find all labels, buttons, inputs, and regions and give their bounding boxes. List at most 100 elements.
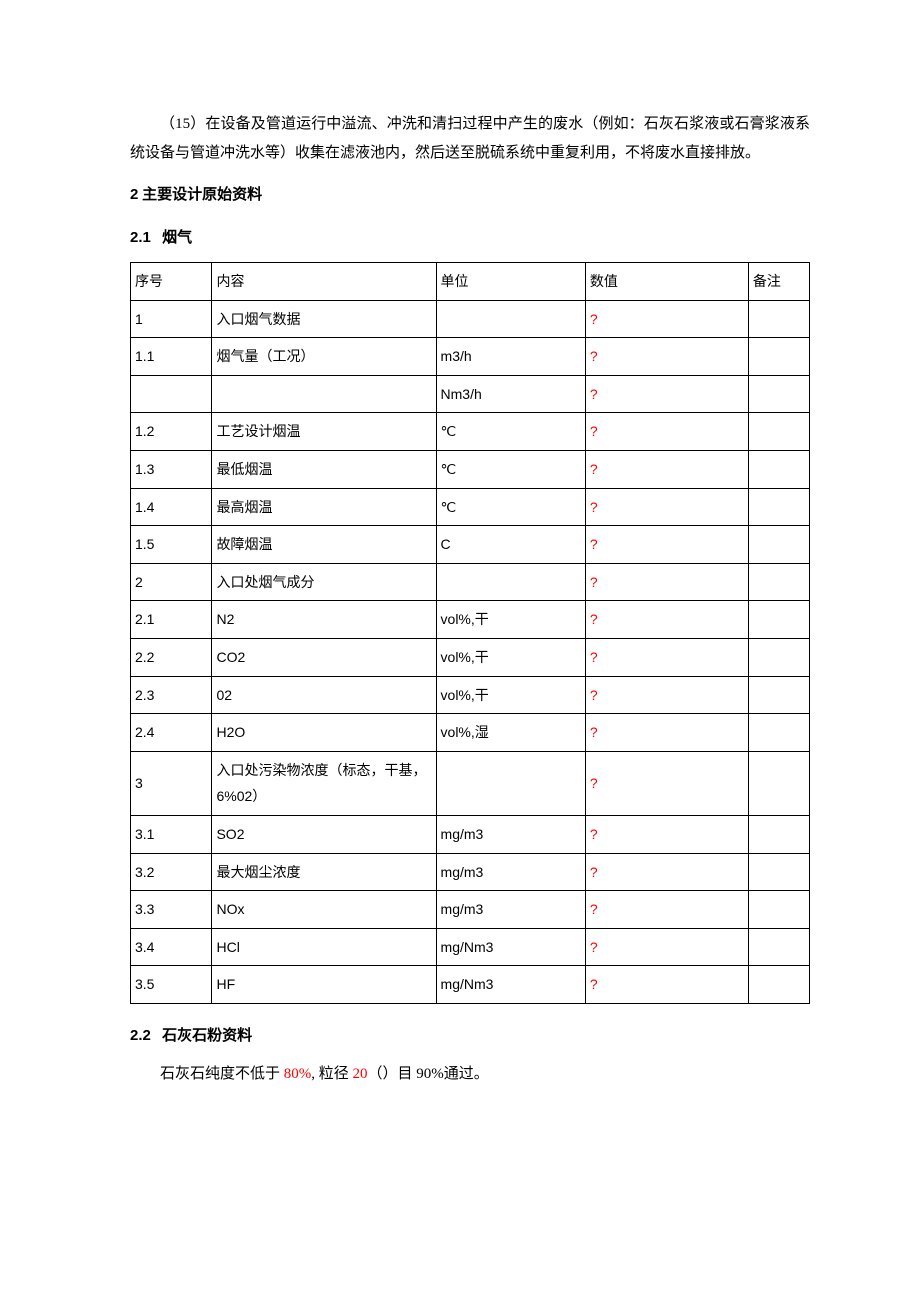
cell-unit: ℃ (436, 413, 585, 451)
col-header-val: 数值 (585, 263, 748, 301)
cell-note (748, 526, 809, 564)
cell-note (748, 676, 809, 714)
limestone-post: （）目 90%通过。 (368, 1066, 489, 1082)
cell-num: 3.3 (131, 891, 212, 929)
table-row: 2入口处烟气成分? (131, 563, 810, 601)
cell-note (748, 300, 809, 338)
cell-note (748, 601, 809, 639)
cell-label: 最大烟尘浓度 (212, 853, 436, 891)
paragraph-15: （15）在设备及管道运行中溢流、冲洗和清扫过程中产生的废水（例如：石灰石浆液或石… (130, 110, 810, 167)
cell-label: 工艺设计烟温 (212, 413, 436, 451)
limestone-line: 石灰石纯度不低于 80%, 粒径 20（）目 90%通过。 (130, 1060, 810, 1089)
cell-unit: C (436, 526, 585, 564)
table-row: 1.2工艺设计烟温℃? (131, 413, 810, 451)
cell-label: 入口烟气数据 (212, 300, 436, 338)
cell-unit: mg/Nm3 (436, 928, 585, 966)
heading-2-1-text: 烟气 (162, 230, 192, 246)
cell-label: 02 (212, 676, 436, 714)
cell-num: 1.2 (131, 413, 212, 451)
cell-value: ? (585, 638, 748, 676)
table-header-row: 序号 内容 单位 数值 备注 (131, 263, 810, 301)
cell-value: ? (585, 714, 748, 752)
cell-num: 1.4 (131, 488, 212, 526)
cell-unit: ℃ (436, 488, 585, 526)
cell-label: 故障烟温 (212, 526, 436, 564)
table-row: 1.5故障烟温C? (131, 526, 810, 564)
cell-num: 2 (131, 563, 212, 601)
cell-value: ? (585, 891, 748, 929)
cell-unit (436, 751, 585, 815)
limestone-20: 20 (353, 1066, 368, 1082)
cell-label: H2O (212, 714, 436, 752)
cell-note (748, 488, 809, 526)
flue-gas-table: 序号 内容 单位 数值 备注 1入口烟气数据?1.1烟气量（工况）m3/h?Nm… (130, 262, 810, 1004)
cell-label: 入口处烟气成分 (212, 563, 436, 601)
cell-num: 1 (131, 300, 212, 338)
heading-2-2-num: 2.2 (130, 1027, 151, 1044)
limestone-mid: , 粒径 (311, 1066, 352, 1082)
table-row: 2.4H2Ovol%,湿? (131, 714, 810, 752)
cell-note (748, 450, 809, 488)
cell-unit: Nm3/h (436, 375, 585, 413)
col-header-label: 内容 (212, 263, 436, 301)
cell-note (748, 751, 809, 815)
cell-note (748, 413, 809, 451)
table-row: 3.1SO2mg/m3? (131, 815, 810, 853)
cell-num: 1.5 (131, 526, 212, 564)
heading-2-1: 2.1 烟气 (130, 224, 810, 253)
cell-note (748, 928, 809, 966)
cell-value: ? (585, 601, 748, 639)
cell-note (748, 638, 809, 676)
cell-value: ? (585, 526, 748, 564)
cell-unit: mg/m3 (436, 853, 585, 891)
table-row: 1.4最高烟温℃? (131, 488, 810, 526)
cell-num: 2.1 (131, 601, 212, 639)
cell-unit: vol%,干 (436, 676, 585, 714)
cell-num: 3 (131, 751, 212, 815)
cell-label: 最低烟温 (212, 450, 436, 488)
cell-label (212, 375, 436, 413)
cell-unit: mg/Nm3 (436, 966, 585, 1004)
cell-value: ? (585, 928, 748, 966)
cell-value: ? (585, 375, 748, 413)
cell-label: 烟气量（工况） (212, 338, 436, 376)
cell-num: 2.2 (131, 638, 212, 676)
col-header-note: 备注 (748, 263, 809, 301)
cell-value: ? (585, 488, 748, 526)
cell-unit (436, 563, 585, 601)
cell-note (748, 891, 809, 929)
cell-value: ? (585, 338, 748, 376)
heading-2-num: 2 (130, 186, 138, 203)
cell-unit: vol%,干 (436, 638, 585, 676)
cell-note (748, 563, 809, 601)
table-row: 2.2CO2vol%,干? (131, 638, 810, 676)
col-header-num: 序号 (131, 263, 212, 301)
cell-num: 3.1 (131, 815, 212, 853)
cell-num (131, 375, 212, 413)
cell-num: 2.3 (131, 676, 212, 714)
cell-value: ? (585, 563, 748, 601)
cell-label: 最高烟温 (212, 488, 436, 526)
heading-2-2: 2.2 石灰石粉资料 (130, 1022, 810, 1051)
table-row: 1.1烟气量（工况）m3/h? (131, 338, 810, 376)
cell-label: SO2 (212, 815, 436, 853)
cell-unit: mg/m3 (436, 891, 585, 929)
limestone-pre: 石灰石纯度不低于 (160, 1066, 284, 1082)
cell-label: CO2 (212, 638, 436, 676)
cell-unit: m3/h (436, 338, 585, 376)
table-row: 2.1N2vol%,干? (131, 601, 810, 639)
heading-2-text: 主要设计原始资料 (142, 187, 262, 203)
cell-value: ? (585, 966, 748, 1004)
cell-value: ? (585, 676, 748, 714)
cell-note (748, 714, 809, 752)
cell-label: NOx (212, 891, 436, 929)
heading-2-1-num: 2.1 (130, 229, 151, 246)
cell-unit: vol%,湿 (436, 714, 585, 752)
table-row: 3入口处污染物浓度（标态，干基，6%02）? (131, 751, 810, 815)
table-row: 2.302vol%,干? (131, 676, 810, 714)
cell-num: 2.4 (131, 714, 212, 752)
cell-value: ? (585, 450, 748, 488)
heading-2: 2 主要设计原始资料 (130, 181, 810, 210)
cell-value: ? (585, 300, 748, 338)
col-header-unit: 单位 (436, 263, 585, 301)
